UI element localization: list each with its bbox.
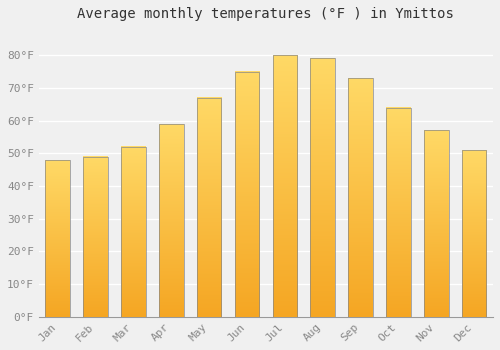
Bar [272, 55, 297, 317]
Bar [234, 71, 260, 317]
Bar [348, 78, 373, 317]
Bar [386, 107, 410, 317]
Bar [84, 156, 108, 317]
Bar [310, 58, 335, 317]
Bar [121, 147, 146, 317]
Title: Average monthly temperatures (°F ) in Ymittos: Average monthly temperatures (°F ) in Ym… [78, 7, 454, 21]
Bar [462, 150, 486, 317]
Bar [46, 160, 70, 317]
Bar [159, 124, 184, 317]
Bar [197, 98, 222, 317]
Bar [424, 131, 448, 317]
